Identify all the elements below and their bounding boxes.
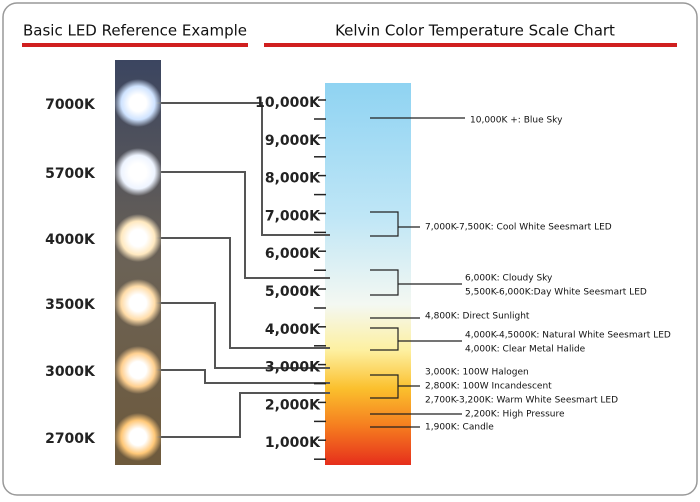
bracket xyxy=(370,269,462,296)
annotation: 4,000K-4,5000K: Natural White Seesmart L… xyxy=(465,331,671,341)
annotation: 6,000K: Cloudy Sky xyxy=(465,274,553,284)
header-left: Basic LED Reference Example xyxy=(23,22,247,40)
annotation: 10,000K +: Blue Sky xyxy=(470,116,563,126)
annotation: 1,900K: Candle xyxy=(425,423,494,433)
led-label: 7000K xyxy=(45,97,96,113)
bracket xyxy=(370,374,420,399)
underline xyxy=(22,43,248,47)
annotation: 3,000K: 100W Halogen xyxy=(425,368,529,378)
bracket xyxy=(370,327,462,351)
scale-label: 6,000K xyxy=(265,246,321,262)
scale-label: 1,000K xyxy=(265,435,321,451)
annotation: 5,500K-6,000K:Day White Seesmart LED xyxy=(465,288,647,298)
led xyxy=(114,279,162,327)
led xyxy=(114,346,162,394)
scale-label: 4,000K xyxy=(265,322,321,338)
underline xyxy=(264,43,677,47)
scale-label: 2,000K xyxy=(265,397,321,413)
annotation: 4,000K: Clear Metal Halide xyxy=(465,345,586,355)
scale-label: 10,000K xyxy=(255,95,321,111)
scale-label: 3,000K xyxy=(265,360,321,376)
connector xyxy=(155,102,330,236)
led-label: 2700K xyxy=(45,431,96,447)
connector xyxy=(155,302,330,369)
connector xyxy=(155,237,330,349)
led xyxy=(114,79,162,127)
led xyxy=(114,413,162,461)
connector xyxy=(155,171,330,279)
scale-label: 7,000K xyxy=(265,208,321,224)
header-right: Kelvin Color Temperature Scale Chart xyxy=(335,22,615,40)
led-label: 3500K xyxy=(45,297,96,313)
scale-label: 5,000K xyxy=(265,284,321,300)
led-label: 5700K xyxy=(45,166,96,182)
led-label: 3000K xyxy=(45,364,96,380)
annotation: 7,000K-7,500K: Cool White Seesmart LED xyxy=(425,223,612,233)
scale-label: 9,000K xyxy=(265,133,321,149)
bracket xyxy=(370,211,420,237)
scale-label: 8,000K xyxy=(265,171,321,187)
annotation: 2,700K-3,200K: Warm White Seesmart LED xyxy=(425,396,618,406)
led-label: 4000K xyxy=(45,232,96,248)
led xyxy=(114,214,162,262)
connector xyxy=(155,392,330,438)
led xyxy=(114,148,162,196)
kelvin-bar xyxy=(325,83,411,465)
led-strip xyxy=(115,60,161,465)
annotation: 4,800K: Direct Sunlight xyxy=(425,312,530,322)
annotation: 2,200K: High Pressure xyxy=(465,410,565,420)
annotation: 2,800K: 100W Incandescent xyxy=(425,382,552,392)
connector xyxy=(155,369,330,384)
